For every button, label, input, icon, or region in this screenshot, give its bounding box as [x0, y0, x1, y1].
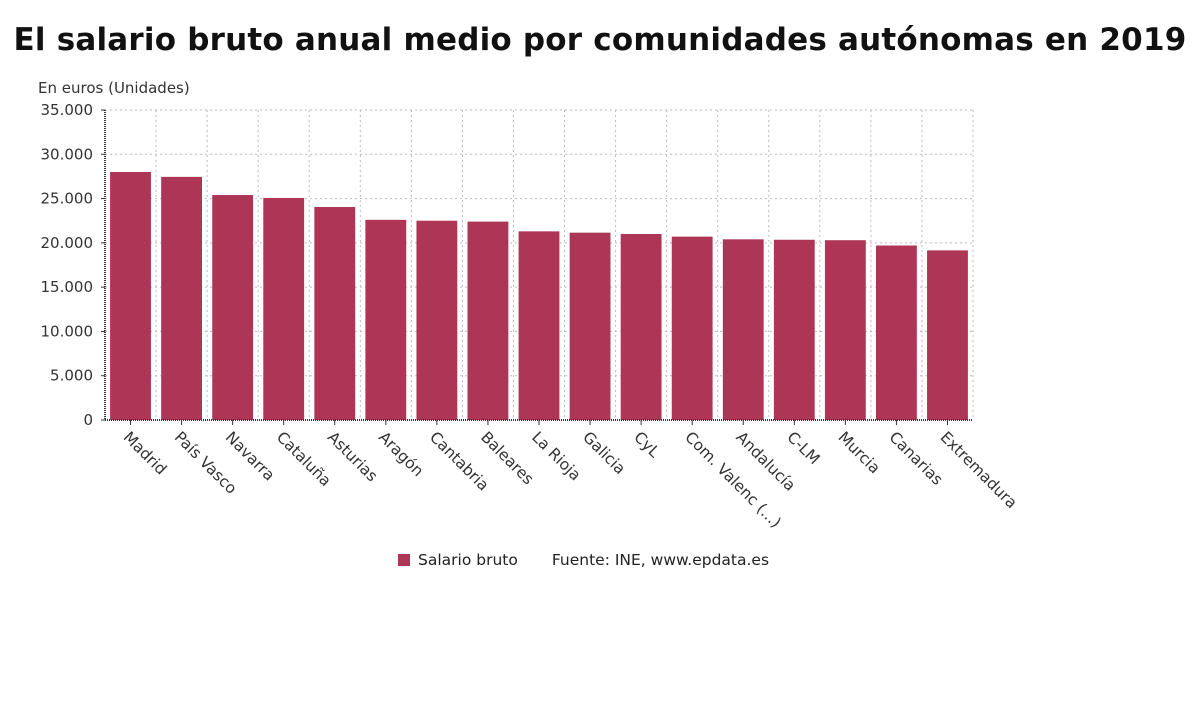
axes: [101, 109, 973, 425]
x-tick-label: CyL: [630, 428, 663, 461]
grid-lines: [105, 109, 974, 420]
bar-la-rioja: [518, 231, 560, 420]
y-tick-label: 10.000: [41, 322, 94, 340]
bar-baleares: [467, 221, 509, 420]
y-tick-label: 15.000: [41, 278, 94, 296]
y-tick-label: 25.000: [41, 190, 94, 208]
bar-galicia: [569, 232, 611, 420]
bars: [110, 172, 968, 420]
x-tick-label: Com. Valenc (...): [681, 428, 784, 531]
bar-cyl: [620, 234, 662, 420]
y-axis-label: En euros (Unidades): [38, 79, 190, 97]
bar-murcia: [824, 240, 866, 420]
x-tick-labels: Madrid País VascoNavarraCataluñaAsturiasA…: [120, 428, 1021, 531]
bar-navarra: [212, 195, 254, 420]
x-tick-label: Aragón: [375, 428, 427, 480]
y-tick-label: 20.000: [41, 234, 94, 252]
x-tick-label: Canarias: [886, 428, 947, 489]
legend-swatch: [398, 554, 410, 566]
source-note: Fuente: INE, www.epdata.es: [551, 551, 770, 569]
x-tick-label: Galicia: [579, 428, 629, 478]
x-tick-label: Murcia: [835, 428, 884, 477]
legend: Salario bruto Fuente: INE, www.epdata.es: [398, 551, 769, 569]
y-tick-label: 30.000: [41, 145, 94, 163]
bar-andaluc-a: [722, 239, 764, 420]
bar-catalu-a: [263, 197, 305, 420]
x-tick-label: Madrid: [120, 428, 170, 478]
bar-asturias: [314, 206, 356, 420]
y-tick-label: 0: [83, 411, 93, 429]
y-tick-label: 35.000: [41, 101, 94, 119]
bar-madrid: [110, 172, 151, 420]
bar-cantabria: [416, 220, 458, 420]
bar-extremadura: [927, 250, 968, 420]
bar-com-valenc: [671, 236, 713, 420]
x-tick-label: Extremadura: [937, 428, 1021, 512]
bar-canarias: [875, 245, 917, 420]
y-tick-labels: 0 5.000 10.000 15.000 20.000 25.000 30.000 35.0…: [41, 101, 94, 429]
x-tick-label: Cataluña: [273, 428, 335, 490]
bar-arag-n: [365, 219, 407, 420]
bar-pa-s-vasco: [161, 176, 203, 420]
x-tick-label: C-LM: [783, 428, 823, 468]
chart-title: El salario bruto anual medio por comunid…: [13, 22, 1187, 58]
y-tick-label: 5.000: [50, 367, 93, 385]
legend-label: Salario bruto: [418, 551, 518, 569]
bar-c-lm: [773, 239, 815, 420]
